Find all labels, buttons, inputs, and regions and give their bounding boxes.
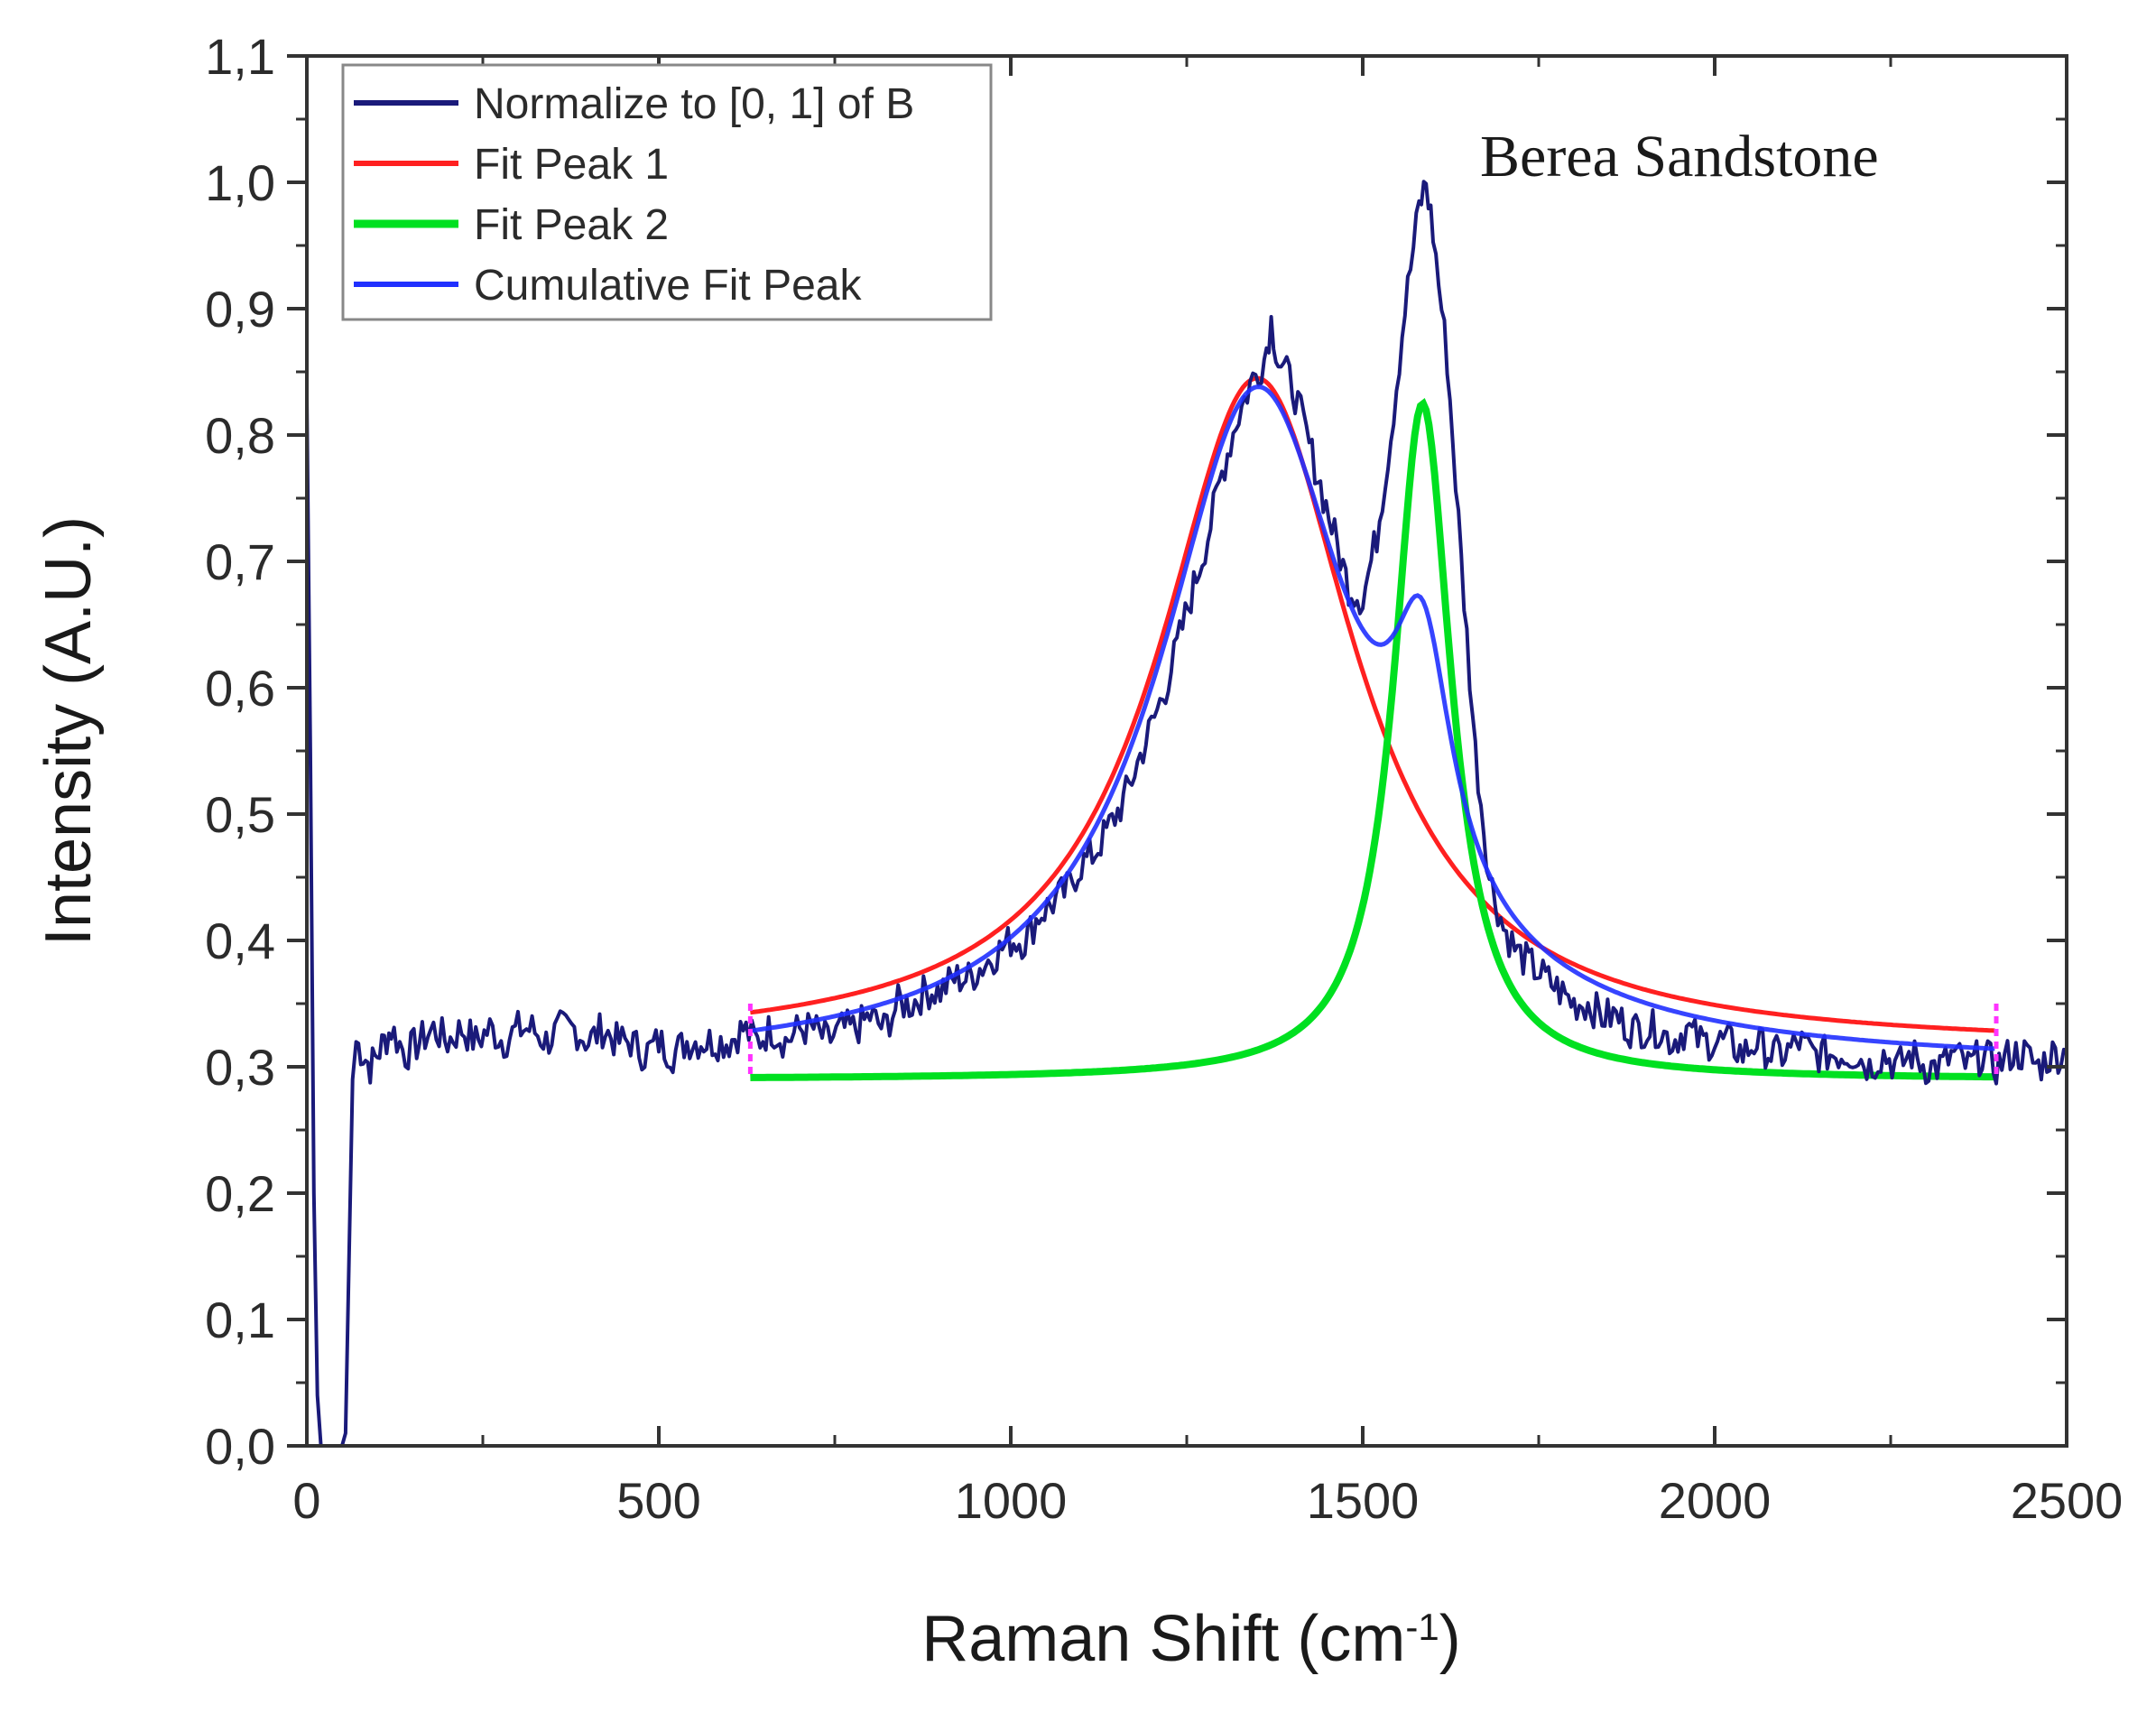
legend-label: Fit Peak 2 xyxy=(474,201,669,249)
x-tick-label: 500 xyxy=(616,1472,700,1529)
normalized-data-series xyxy=(305,180,2068,1448)
y-tick-label: 0,5 xyxy=(205,786,275,843)
fit-peak-2-line xyxy=(750,397,1995,1081)
y-tick-label: 0,8 xyxy=(205,407,275,464)
legend-label: Fit Peak 1 xyxy=(474,141,669,189)
x-tick-label: 2500 xyxy=(2011,1472,2124,1529)
y-tick-label: 1,1 xyxy=(205,28,275,85)
normalized-data-line xyxy=(305,180,2068,1448)
y-tick-label: 0,2 xyxy=(205,1165,275,1222)
sample-annotation: Berea Sandstone xyxy=(1480,124,1879,190)
legend-label: Normalize to [0, 1] of B xyxy=(474,80,914,128)
y-tick-label: 0,9 xyxy=(205,281,275,338)
x-tick-label: 1000 xyxy=(955,1472,1068,1529)
y-axis-title: Intensity (A.U.) xyxy=(32,516,105,946)
y-tick-label: 0,3 xyxy=(205,1039,275,1096)
y-tick-label: 0,0 xyxy=(205,1418,275,1475)
legend: Normalize to [0, 1] of B Fit Peak 1 Fit Pe… xyxy=(341,63,993,321)
y-tick-label: 0,1 xyxy=(205,1292,275,1348)
cumulative-fit-series xyxy=(747,384,1999,1079)
x-tick-label: 0 xyxy=(292,1472,320,1529)
x-axis-title: Raman Shift (cm-1) xyxy=(921,1603,1460,1675)
x-tick-label: 2000 xyxy=(1659,1472,1772,1529)
y-tick-label: 0,6 xyxy=(205,660,275,717)
cumulative-fit-line xyxy=(750,384,1995,1051)
fit-peak-2-series xyxy=(750,397,1995,1081)
x-tick-label: 1500 xyxy=(1307,1472,1420,1529)
y-tick-label: 0,4 xyxy=(205,912,275,969)
axes: 0 500 1000 1500 2000 2500 0,0 0,1 0,2 0,3 0,4 0,5 0,… xyxy=(205,28,2123,1529)
fit-peak-1-series xyxy=(750,375,1995,1033)
legend-label: Cumulative Fit Peak xyxy=(474,262,862,310)
legend-box xyxy=(341,63,993,321)
y-tick-label: 0,7 xyxy=(205,533,275,590)
y-tick-label: 1,0 xyxy=(205,154,275,211)
fit-peak-1-line xyxy=(750,375,1995,1033)
